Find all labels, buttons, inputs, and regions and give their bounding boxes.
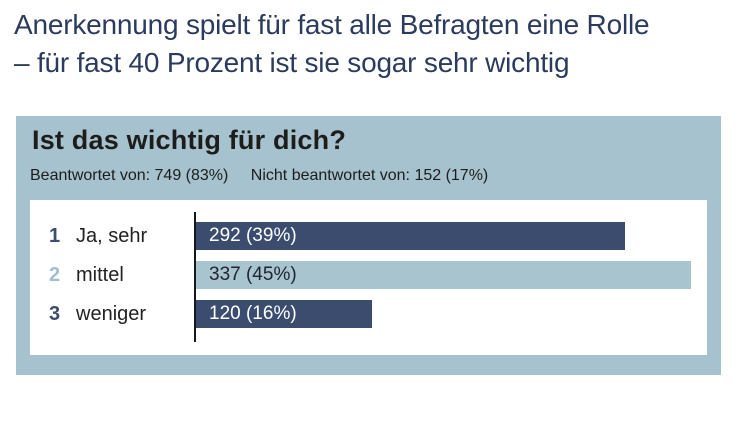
category-label: Ja, sehr xyxy=(76,224,148,247)
label-zone: 3 weniger xyxy=(30,303,196,326)
bar-value-label: 292 (39%) xyxy=(209,225,297,246)
bar: 337 (45%) xyxy=(196,261,691,289)
chart-row: 1 Ja, sehr 292 (39%) xyxy=(30,222,707,250)
not-answered-count: Nicht beantwortet von: 152 (17%) xyxy=(250,167,489,184)
bar-value-label: 337 (45%) xyxy=(209,264,297,285)
chart-panel: 1 Ja, sehr 292 (39%) 2 mittel 337 (45%) xyxy=(30,200,707,355)
axis-line xyxy=(194,212,196,342)
rank-number: 2 xyxy=(49,263,61,286)
page-title-line: Anerkennung spielt für fast alle Befragt… xyxy=(14,9,650,40)
bar: 292 (39%) xyxy=(196,222,625,250)
category-label: weniger xyxy=(76,302,147,325)
survey-card: Ist das wichtig für dich? Beantwortet vo… xyxy=(16,116,721,375)
label-zone: 1 Ja, sehr xyxy=(30,225,196,248)
bar-value-label: 120 (16%) xyxy=(209,303,297,324)
label-zone: 2 mittel xyxy=(30,264,196,287)
response-stats: Beantwortet von: 749 (83%) Nicht beantwo… xyxy=(30,167,488,185)
page-title: Anerkennung spielt für fast alle Befragt… xyxy=(14,6,650,82)
question-title: Ist das wichtig für dich? xyxy=(32,125,347,155)
chart-row: 3 weniger 120 (16%) xyxy=(30,300,707,328)
page-title-line: – für fast 40 Prozent ist sie sogar sehr… xyxy=(14,47,570,78)
rank-number: 3 xyxy=(49,302,61,325)
answered-count: Beantwortet von: 749 (83%) xyxy=(30,167,229,184)
chart-row: 2 mittel 337 (45%) xyxy=(30,261,707,289)
rank-number: 1 xyxy=(49,224,61,247)
category-label: mittel xyxy=(76,263,124,286)
bar: 120 (16%) xyxy=(196,300,372,328)
